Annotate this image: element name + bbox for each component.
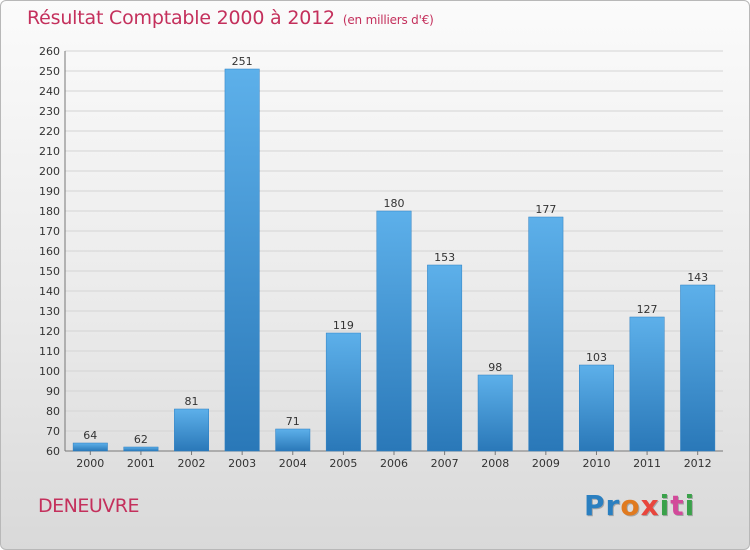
y-tick-label: 60 [46, 445, 60, 458]
bar [224, 68, 260, 452]
city-name: DENEUVRE [38, 495, 139, 517]
bar [325, 332, 361, 452]
value-label: 64 [83, 429, 97, 442]
value-label: 251 [232, 55, 253, 68]
labels: 60 70 80 90 100 110 120 130 140 150 160 170 180 190 20… [39, 45, 712, 470]
title-text: Résultat Comptable 2000 à 2012 [27, 7, 335, 29]
y-tick-label: 230 [39, 105, 60, 118]
y-tick-label: 160 [39, 245, 60, 258]
y-tick-label: 250 [39, 65, 60, 78]
y-tick-label: 150 [39, 265, 60, 278]
x-tick-label: 2004 [279, 457, 307, 470]
bar [528, 216, 564, 452]
value-label: 177 [535, 203, 556, 216]
y-tick-label: 110 [39, 345, 60, 358]
logo-letter: i [659, 489, 671, 522]
bar [579, 364, 614, 452]
logo-letter: r [605, 489, 621, 522]
value-label: 81 [185, 395, 199, 408]
y-tick-label: 190 [39, 185, 60, 198]
bar [680, 284, 716, 452]
value-label: 98 [488, 361, 502, 374]
bar [629, 316, 665, 452]
x-tick-label: 2007 [431, 457, 459, 470]
y-tick-label: 130 [39, 305, 60, 318]
y-tick-label: 240 [39, 85, 60, 98]
y-tick-label: 120 [39, 325, 60, 338]
x-tick-label: 2010 [582, 457, 610, 470]
bar [376, 210, 412, 452]
logo-letter: t [670, 489, 685, 522]
proxiti-logo: Proxiti [584, 489, 695, 522]
y-tick-label: 210 [39, 145, 60, 158]
logo-letter: P [584, 489, 606, 522]
y-tick-label: 220 [39, 125, 60, 138]
chart-title: Résultat Comptable 2000 à 2012 (en millie… [27, 7, 434, 29]
y-tick-label: 140 [39, 285, 60, 298]
bars [72, 68, 716, 452]
x-tick-label: 2008 [481, 457, 509, 470]
y-tick-label: 170 [39, 225, 60, 238]
logo-letter: x [640, 489, 660, 522]
y-tick-label: 260 [39, 45, 60, 58]
x-tick-label: 2012 [684, 457, 712, 470]
y-tick-label: 90 [46, 385, 60, 398]
x-tick-label: 2001 [127, 457, 155, 470]
x-tick-label: 2011 [633, 457, 661, 470]
x-tick-label: 2000 [76, 457, 104, 470]
logo-letter: o [620, 489, 641, 522]
value-label: 71 [286, 415, 300, 428]
bar [174, 408, 209, 452]
y-tick-label: 80 [46, 405, 60, 418]
value-label: 143 [687, 271, 708, 284]
value-label: 180 [384, 197, 405, 210]
value-label: 153 [434, 251, 455, 264]
value-label: 103 [586, 351, 607, 364]
x-tick-label: 2009 [532, 457, 560, 470]
x-tick-label: 2002 [178, 457, 206, 470]
bar [123, 446, 159, 452]
logo-letter: i [684, 489, 696, 522]
x-tick-label: 2005 [329, 457, 357, 470]
y-tick-label: 180 [39, 205, 60, 218]
y-tick-label: 70 [46, 425, 60, 438]
x-tick-label: 2003 [228, 457, 256, 470]
y-tick-label: 100 [39, 365, 60, 378]
bar [72, 442, 108, 452]
x-tick-label: 2006 [380, 457, 408, 470]
bar [477, 374, 513, 452]
unit-label: (en milliers d'€) [342, 13, 434, 27]
value-label: 127 [637, 303, 658, 316]
y-tick-label: 200 [39, 165, 60, 178]
bar [427, 264, 463, 452]
bar [275, 428, 311, 452]
value-label: 62 [134, 433, 148, 446]
value-label: 119 [333, 319, 354, 332]
